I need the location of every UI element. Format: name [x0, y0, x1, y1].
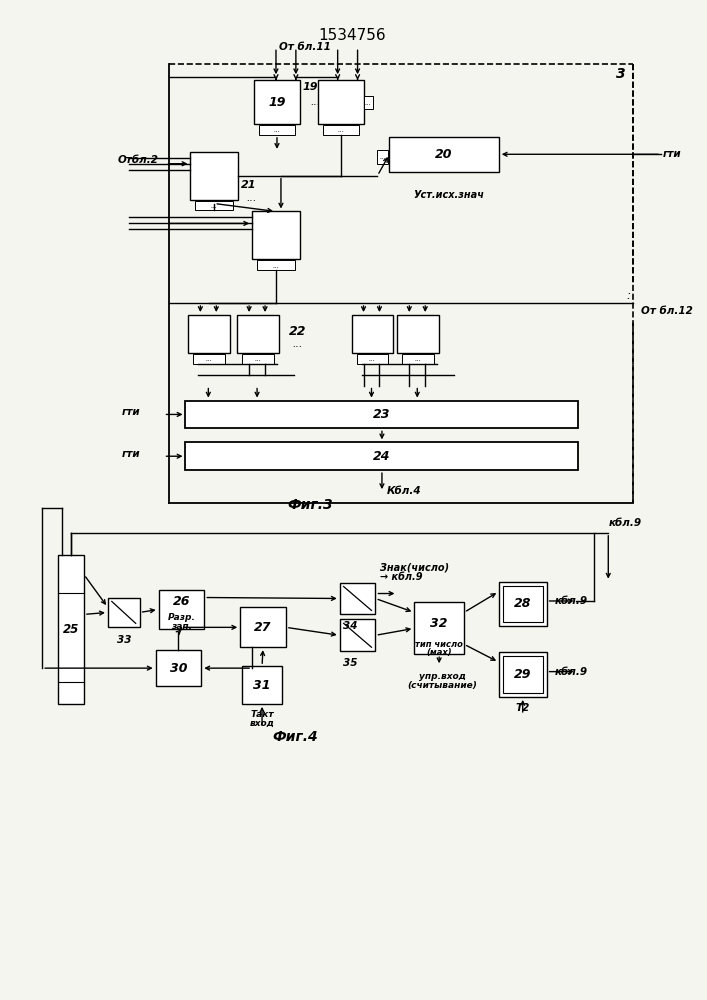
Text: ...: ...	[206, 354, 213, 363]
Bar	[503, 586, 542, 622]
Bar	[254, 80, 300, 124]
Bar	[58, 555, 84, 704]
Text: От бл.12: От бл.12	[641, 306, 693, 316]
Bar	[190, 152, 238, 200]
Bar	[194, 354, 226, 364]
Bar	[402, 354, 434, 364]
Text: 27: 27	[255, 621, 271, 634]
Bar	[363, 96, 373, 109]
Text: 28: 28	[514, 597, 532, 610]
Text: Разр.: Разр.	[168, 613, 195, 622]
Bar	[243, 354, 274, 364]
Text: Кбл.4: Кбл.4	[387, 486, 421, 496]
Text: 1534756: 1534756	[319, 28, 387, 43]
Text: зап.: зап.	[171, 622, 192, 631]
Bar	[397, 315, 439, 353]
Text: Фиг.3: Фиг.3	[287, 498, 332, 512]
Text: 3: 3	[617, 67, 626, 81]
Text: 30: 30	[170, 662, 187, 675]
Text: 26: 26	[173, 595, 190, 608]
Text: Знак(число): Знак(число)	[380, 563, 450, 573]
Text: кбл.9: кбл.9	[554, 667, 588, 677]
Text: 24: 24	[373, 450, 391, 463]
Text: ...: ...	[365, 98, 372, 107]
Bar	[499, 582, 547, 626]
Bar	[351, 315, 393, 353]
Text: (считывание): (считывание)	[407, 681, 477, 690]
Text: 34: 34	[343, 621, 357, 631]
Text: 35: 35	[343, 658, 357, 668]
Text: ...: ...	[247, 193, 257, 203]
Bar	[414, 602, 464, 654]
Text: 21: 21	[241, 180, 257, 190]
Text: кбл.9: кбл.9	[554, 596, 588, 606]
Text: Отбл.2: Отбл.2	[117, 155, 158, 165]
Bar	[189, 315, 230, 353]
Bar	[390, 137, 499, 172]
Bar	[108, 598, 140, 627]
Text: (мах): (мах)	[426, 648, 452, 657]
Bar	[503, 656, 542, 693]
Bar	[156, 650, 201, 686]
Text: T2: T2	[515, 703, 530, 713]
Bar	[257, 260, 295, 270]
Text: 20: 20	[436, 148, 453, 161]
Bar	[317, 80, 363, 124]
Text: вход: вход	[250, 719, 274, 728]
Text: ...: ...	[369, 354, 376, 363]
Text: ...: ...	[211, 201, 218, 210]
Text: ...: ...	[293, 339, 303, 349]
Text: тип число: тип число	[415, 640, 463, 649]
Text: 33: 33	[117, 635, 131, 645]
Text: ...: ...	[255, 354, 262, 363]
Bar	[339, 583, 375, 614]
Bar	[240, 607, 286, 647]
Bar	[158, 590, 204, 629]
Bar	[499, 652, 547, 697]
Text: 19: 19	[268, 96, 286, 109]
Text: Фиг.4: Фиг.4	[272, 730, 317, 744]
Text: ...: ...	[337, 125, 344, 134]
Bar	[259, 125, 295, 135]
Bar	[322, 125, 358, 135]
Text: :: :	[626, 289, 631, 302]
Text: Такт: Такт	[250, 710, 274, 719]
Bar	[252, 211, 300, 259]
Text: 23: 23	[373, 408, 391, 421]
Bar	[356, 354, 388, 364]
Text: гти: гти	[663, 149, 682, 159]
Text: ...: ...	[310, 97, 321, 107]
Text: Уст.исх.знач: Уст.исх.знач	[414, 190, 484, 200]
Bar	[185, 401, 578, 428]
Text: 19: 19	[303, 82, 318, 92]
Bar	[339, 619, 375, 651]
Text: 31: 31	[253, 679, 271, 692]
Bar	[195, 201, 233, 210]
Text: ...: ...	[274, 125, 281, 134]
Text: 29: 29	[514, 668, 532, 681]
Text: гти: гти	[122, 407, 141, 417]
Text: ...: ...	[272, 261, 279, 270]
Text: → кбл.9: → кбл.9	[380, 572, 423, 582]
Bar	[185, 442, 578, 470]
Text: 22: 22	[289, 325, 307, 338]
Text: упр.вход: упр.вход	[419, 672, 466, 681]
Text: От бл.11: От бл.11	[279, 42, 331, 52]
Text: ...: ...	[415, 354, 422, 363]
Bar	[243, 666, 282, 704]
Bar	[237, 315, 279, 353]
Text: гти: гти	[122, 449, 141, 459]
Text: 32: 32	[431, 617, 448, 630]
Text: кбл.9: кбл.9	[608, 518, 641, 528]
Bar	[378, 150, 388, 164]
Text: 25: 25	[63, 623, 79, 636]
Text: ...: ...	[380, 152, 387, 161]
